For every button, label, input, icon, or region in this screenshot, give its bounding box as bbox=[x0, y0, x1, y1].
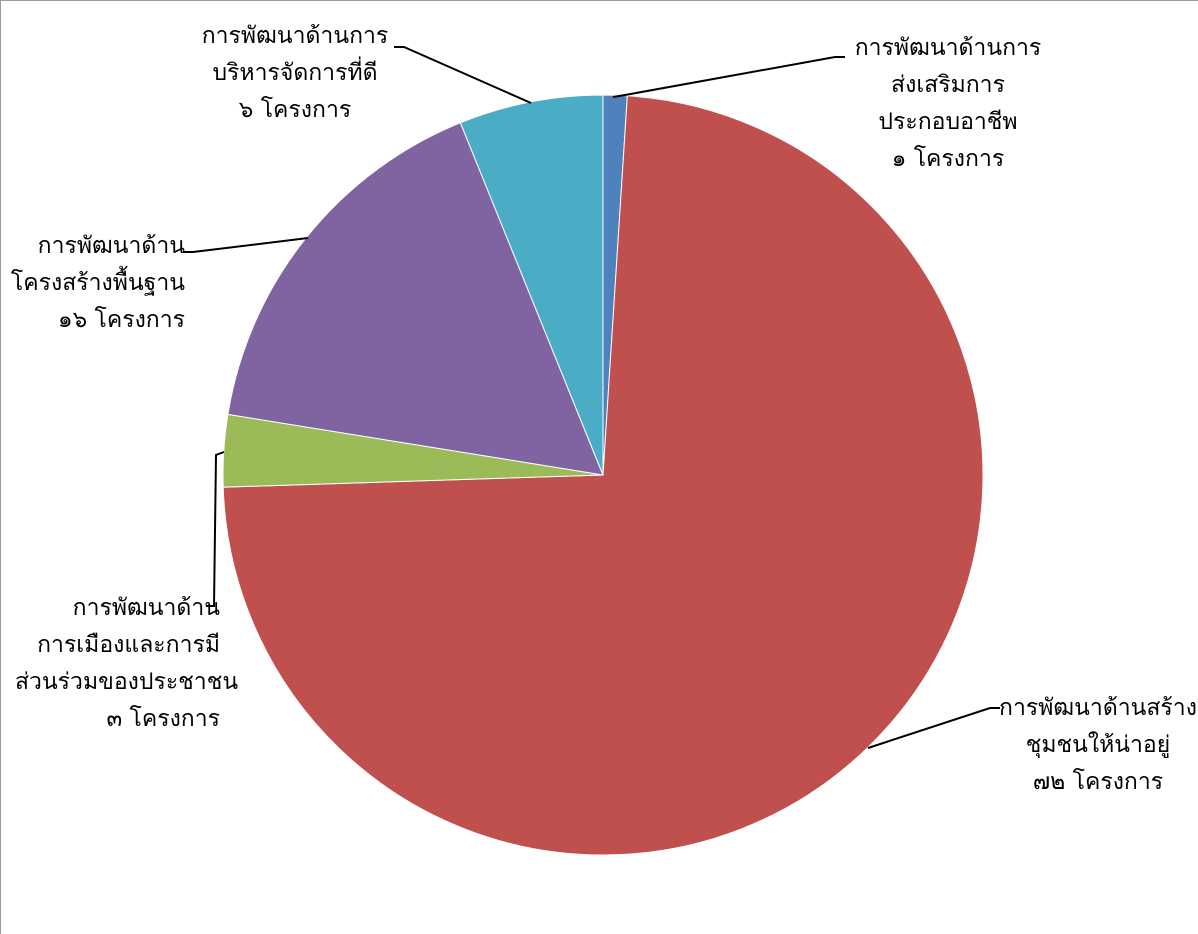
slice-label-line: ส่วนร่วมของประชาชน bbox=[15, 669, 239, 695]
slice-label-line: ๑๖ โครงการ bbox=[57, 307, 185, 333]
slice-label-5: การพัฒนาด้านการบริหารจัดการที่ดี๖ โครงกา… bbox=[195, 18, 395, 129]
slice-label-4: การพัฒนาด้านโครงสร้างพื้นฐาน๑๖ โครงการ bbox=[0, 228, 185, 339]
slice-label-line: การพัฒนาด้าน bbox=[37, 233, 185, 259]
slice-label-line: ชุมชนให้น่าอยู่ bbox=[1025, 732, 1171, 758]
slice-label-line: การพัฒนาด้านสร้าง bbox=[999, 695, 1197, 721]
slice-label-line: การพัฒนาด้านการ bbox=[201, 23, 389, 49]
slice-label-line: ส่งเสริมการ bbox=[891, 72, 1005, 98]
slice-label-line: ประกอบอาชีพ bbox=[878, 109, 1018, 135]
slice-label-3: การพัฒนาด้านการเมืองและการมีส่วนร่วมของป… bbox=[15, 590, 239, 738]
slice-label-line: บริหารจัดการที่ดี bbox=[212, 60, 378, 86]
slice-label-line: ๗๒ โครงการ bbox=[1032, 769, 1164, 795]
slice-label-line: โครงสร้างพื้นฐาน bbox=[10, 270, 185, 296]
slice-label-2: การพัฒนาด้านสร้างชุมชนให้น่าอยู่๗๒ โครงก… bbox=[998, 690, 1198, 801]
slice-label-1: การพัฒนาด้านการส่งเสริมการประกอบอาชีพ๑ โ… bbox=[838, 30, 1058, 178]
leader-line-1 bbox=[612, 56, 845, 98]
slice-label-line: ๖ โครงการ bbox=[238, 97, 352, 123]
slice-label-line: การพัฒนาด้านการ bbox=[854, 35, 1042, 61]
slice-label-line: ๓ โครงการ bbox=[106, 706, 220, 732]
slice-label-line: การเมืองและการมี bbox=[37, 632, 220, 658]
leader-line-5 bbox=[394, 46, 532, 104]
leader-line-3 bbox=[206, 451, 225, 607]
leader-line-4 bbox=[183, 237, 309, 253]
leader-line-2 bbox=[867, 707, 1000, 749]
slice-label-line: ๑ โครงการ bbox=[891, 146, 1005, 172]
slice-label-line: การพัฒนาด้าน bbox=[72, 595, 220, 621]
